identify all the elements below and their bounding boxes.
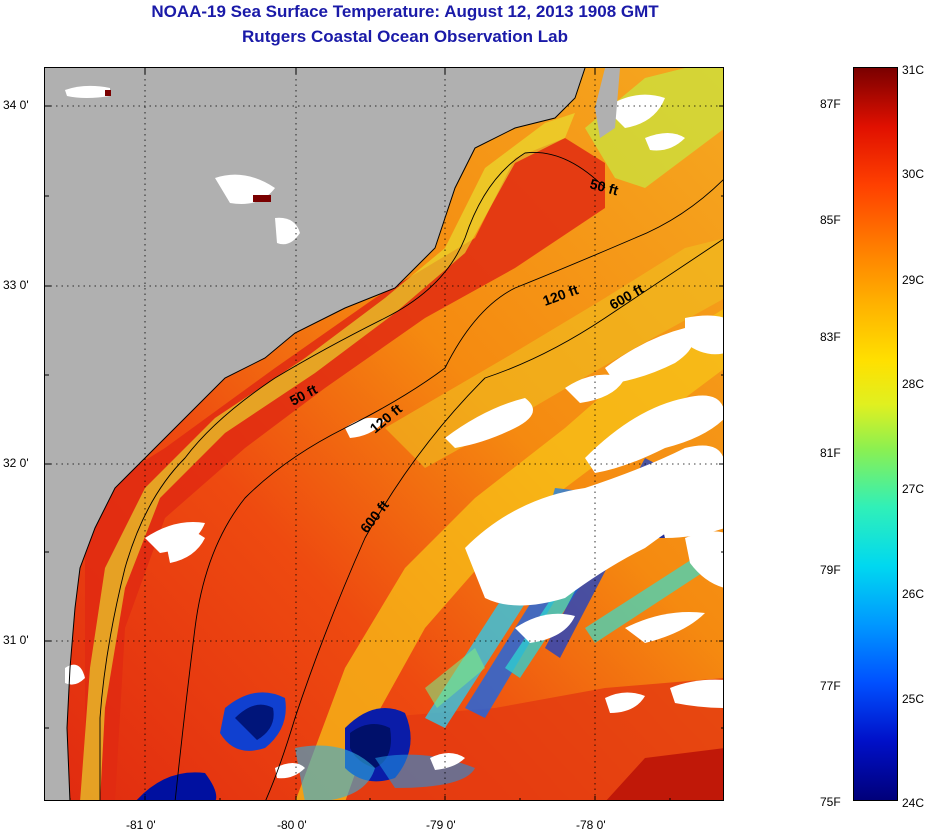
colorbar-fahrenheit-label: 85F: [820, 213, 841, 227]
hot-spot-marker: [105, 90, 111, 96]
sst-map: 50 ft 120 ft 600 ft 50 ft 120 ft 600 ft: [44, 67, 724, 801]
northeast-cool-water: [585, 68, 723, 188]
land-mass: [45, 68, 585, 800]
colorbar-celsius-label: 28C: [902, 377, 925, 391]
hot-spot-marker: [253, 195, 271, 202]
colorbar-celsius-label: 24C: [902, 796, 925, 810]
colorbar-fahrenheit-label: 75F: [820, 795, 841, 809]
lon-tick-label: -79 0': [426, 818, 456, 832]
colorbar-celsius-label: 26C: [902, 587, 925, 601]
inland-clouds: [65, 85, 300, 685]
temperature-colorbar: [853, 67, 898, 801]
lon-tick-label: -81 0': [126, 818, 156, 832]
map-subtitle: Rutgers Coastal Ocean Observation Lab: [242, 27, 568, 46]
coastline: [66, 68, 586, 800]
lat-tick-label: 33 0': [3, 278, 29, 292]
lat-tick-label: 34 0': [3, 98, 29, 112]
map-title: NOAA-19 Sea Surface Temperature: August …: [151, 2, 659, 21]
colorbar-celsius-label: 29C: [902, 273, 925, 287]
axis-ticks: [45, 68, 723, 800]
cloud-cover: [145, 94, 723, 779]
isobath-label: 50 ft: [588, 175, 620, 198]
isobath-120ft: [174, 179, 723, 800]
lat-tick-label: 31 0': [3, 633, 29, 647]
hot-water-patch: [606, 748, 723, 800]
graticule: [45, 68, 723, 800]
colorbar-fahrenheit-label: 87F: [820, 97, 841, 111]
colorbar-celsius-label: 27C: [902, 482, 925, 496]
lat-tick-label: 32 0': [3, 456, 29, 470]
colorbar-celsius-label: 25C: [902, 692, 925, 706]
land-mass-north: [595, 68, 620, 138]
colorbar-fahrenheit-label: 77F: [820, 679, 841, 693]
nearshore-water: [80, 113, 575, 800]
colorbar-fahrenheit-label: 81F: [820, 446, 841, 460]
sst-map-canvas: 50 ft 120 ft 600 ft 50 ft 120 ft 600 ft: [45, 68, 723, 800]
colorbar-fahrenheit-label: 83F: [820, 330, 841, 344]
lon-tick-label: -80 0': [277, 818, 307, 832]
isobath-50ft: [99, 152, 606, 800]
colorbar-celsius-label: 30C: [902, 167, 925, 181]
colorbar-fahrenheit-label: 79F: [820, 563, 841, 577]
isobath-600ft: [265, 238, 723, 800]
colorbar-celsius-label: 31C: [902, 63, 925, 77]
lon-tick-label: -78 0': [576, 818, 606, 832]
